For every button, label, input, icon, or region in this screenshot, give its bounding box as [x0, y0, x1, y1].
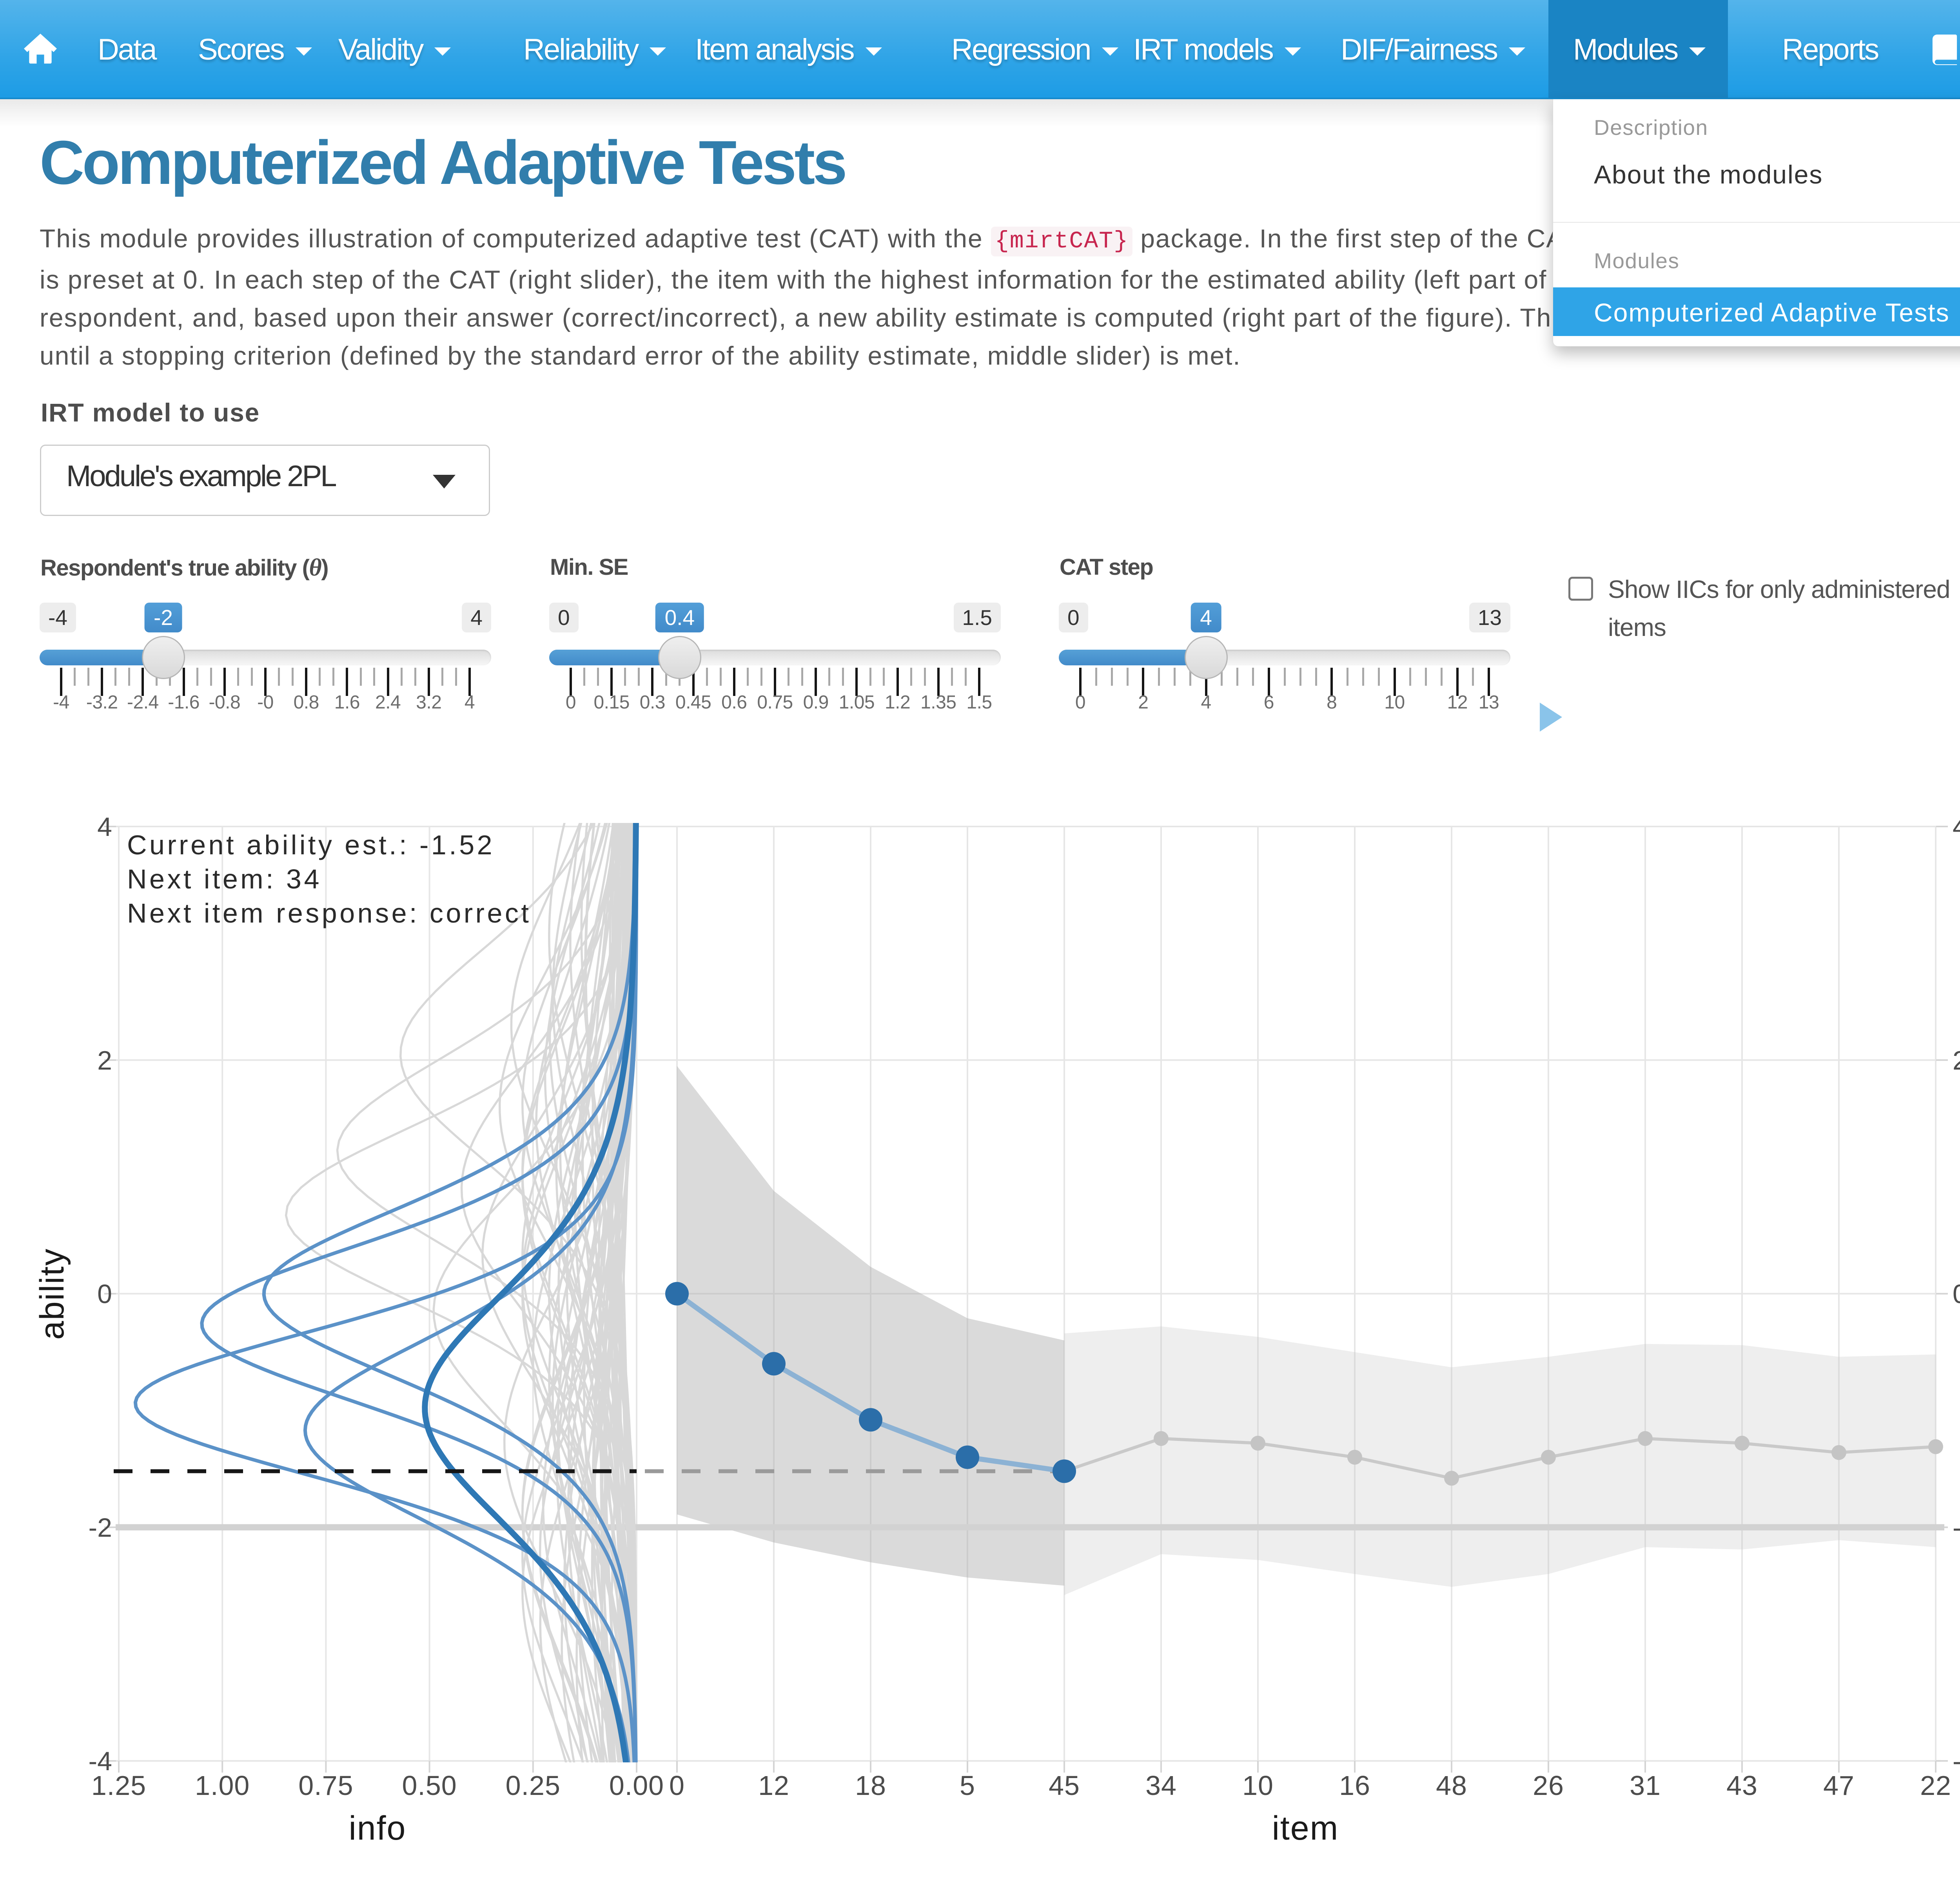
svg-text:31: 31 [1630, 1770, 1661, 1801]
svg-text:Next item response: correct: Next item response: correct [127, 898, 531, 928]
svg-text:2: 2 [1953, 1046, 1960, 1075]
svg-text:47: 47 [1823, 1770, 1855, 1801]
svg-text:12: 12 [758, 1770, 789, 1801]
svg-text:1.00: 1.00 [195, 1770, 250, 1801]
svg-text:-4: -4 [1953, 1746, 1960, 1776]
svg-text:5: 5 [960, 1770, 975, 1801]
svg-text:Current ability est.: -1.52: Current ability est.: -1.52 [127, 830, 495, 860]
svg-text:26: 26 [1533, 1770, 1564, 1801]
svg-text:info: info [349, 1809, 407, 1847]
svg-text:10: 10 [1242, 1770, 1274, 1801]
svg-text:16: 16 [1339, 1770, 1370, 1801]
svg-text:0: 0 [97, 1279, 112, 1309]
svg-text:0.50: 0.50 [402, 1770, 457, 1801]
svg-text:48: 48 [1436, 1770, 1467, 1801]
svg-text:0.25: 0.25 [506, 1770, 561, 1801]
svg-text:34: 34 [1145, 1770, 1177, 1801]
svg-text:1.25: 1.25 [91, 1770, 146, 1801]
svg-text:ability: ability [33, 1248, 71, 1340]
svg-text:43: 43 [1726, 1770, 1758, 1801]
svg-text:0.00: 0.00 [609, 1770, 664, 1801]
svg-text:18: 18 [855, 1770, 886, 1801]
svg-text:Next item: 34: Next item: 34 [127, 864, 322, 894]
svg-text:item: item [1272, 1809, 1339, 1847]
svg-text:4: 4 [1953, 812, 1960, 842]
svg-text:0: 0 [1953, 1279, 1960, 1309]
svg-text:-2: -2 [1953, 1513, 1960, 1542]
svg-text:0: 0 [669, 1770, 685, 1801]
svg-text:45: 45 [1049, 1770, 1080, 1801]
svg-text:2: 2 [97, 1046, 112, 1075]
svg-text:22: 22 [1920, 1770, 1951, 1801]
svg-text:-4: -4 [89, 1746, 112, 1776]
svg-text:-2: -2 [89, 1513, 112, 1542]
svg-text:0.75: 0.75 [298, 1770, 353, 1801]
svg-text:4: 4 [97, 812, 112, 842]
